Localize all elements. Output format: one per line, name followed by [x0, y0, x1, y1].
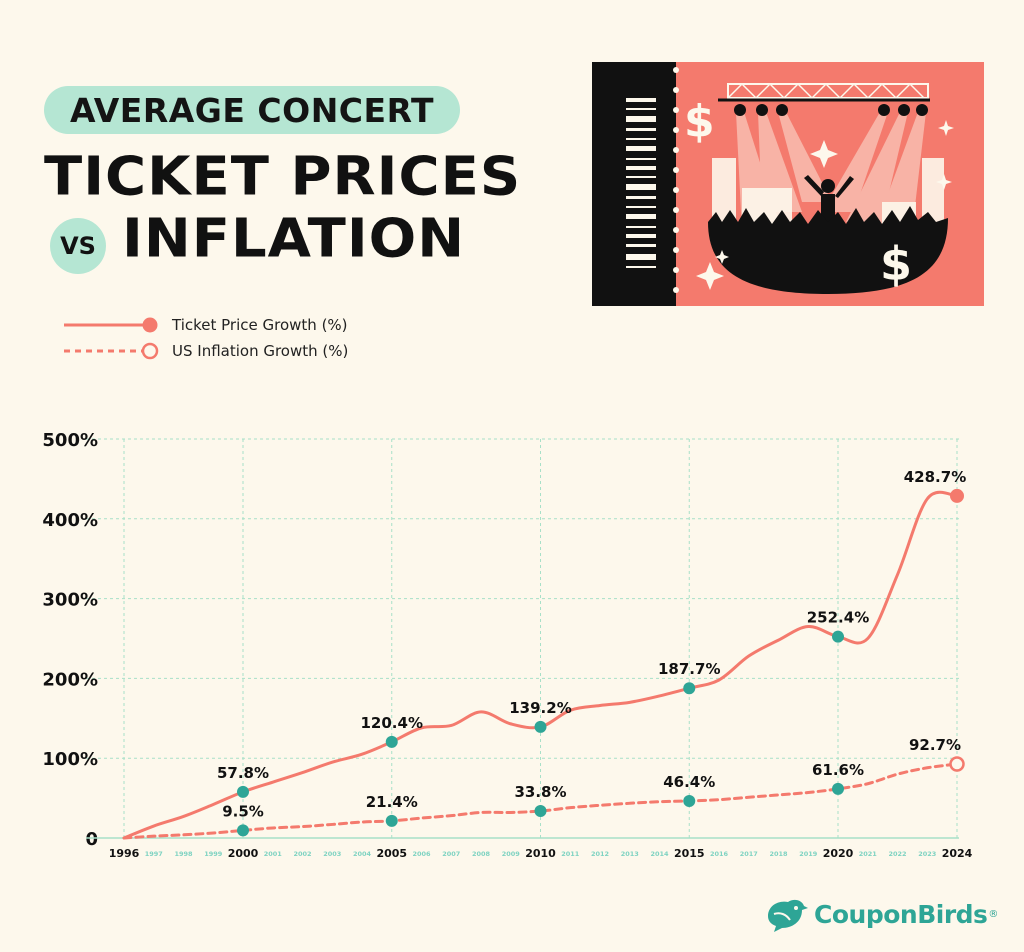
x-tick-label: 2001	[264, 850, 283, 858]
data-label: 33.8%	[514, 783, 566, 801]
legend-item-ticket: Ticket Price Growth (%)	[64, 312, 348, 338]
y-tick-label: 500%	[42, 430, 98, 451]
x-tick-label: 2020	[823, 847, 854, 860]
y-tick-label: 200%	[42, 669, 98, 690]
legend-label-ticket: Ticket Price Growth (%)	[172, 316, 348, 334]
vs-text: VS	[60, 232, 96, 260]
x-tick-label: 2000	[228, 847, 259, 860]
data-label: 21.4%	[366, 793, 418, 811]
brand-registered-mark: ®	[988, 908, 999, 920]
title-line-1: TICKET PRICES	[44, 146, 522, 208]
data-label: 187.7%	[658, 660, 720, 678]
data-label: 57.8%	[217, 764, 269, 782]
data-point	[534, 805, 547, 818]
data-point	[534, 720, 547, 733]
x-tick-label: 2023	[918, 850, 936, 858]
crowd-icon	[708, 206, 948, 294]
legend-solid-line-icon	[64, 317, 158, 333]
data-label: 92.7%	[909, 736, 961, 754]
x-tick-label: 2008	[472, 850, 491, 858]
x-tick-label: 1997	[145, 850, 163, 858]
data-point	[385, 735, 398, 748]
dollar-icon-bottom: $	[880, 237, 912, 291]
x-tick-label: 2022	[888, 850, 906, 858]
x-tick-label: 2015	[674, 847, 705, 860]
sparkle-icon	[696, 120, 954, 290]
performer-icon	[804, 175, 854, 224]
x-tick-label: 2009	[502, 850, 521, 858]
x-tick-label: 1996	[109, 847, 140, 860]
vs-badge: VS	[50, 218, 106, 274]
y-tick-label: 300%	[42, 590, 98, 611]
x-tick-label: 2003	[323, 850, 341, 858]
legend: Ticket Price Growth (%) US Inflation Gro…	[64, 312, 348, 364]
data-label: 428.7%	[904, 468, 966, 486]
title-pill: AVERAGE CONCERT	[44, 86, 460, 134]
data-point	[385, 814, 398, 827]
title-pill-text: AVERAGE CONCERT	[69, 90, 435, 130]
x-tick-label: 2006	[412, 850, 431, 858]
x-tick-label: 2002	[293, 850, 311, 858]
x-tick-label: 2007	[442, 850, 460, 858]
x-tick-label: 2011	[561, 850, 580, 858]
x-tick-label: 2004	[353, 850, 372, 858]
data-point-end	[949, 756, 965, 772]
barcode-icon	[626, 98, 656, 268]
data-label: 61.6%	[812, 761, 864, 779]
legend-dashed-line-icon	[64, 342, 159, 360]
x-tick-label: 2021	[859, 850, 878, 858]
data-point	[832, 630, 844, 643]
x-tick-label: 2014	[650, 850, 669, 858]
data-point	[237, 824, 249, 837]
x-tick-label: 1998	[174, 850, 193, 858]
bird-logo-icon	[768, 899, 808, 932]
data-label: 46.4%	[663, 773, 715, 791]
data-point	[683, 682, 696, 695]
data-point	[832, 782, 844, 795]
y-tick-label: 100%	[42, 749, 98, 770]
lighting-truss-icon	[718, 82, 930, 102]
brand-logo: CouponBirds ®	[764, 894, 998, 934]
x-tick-label: 2017	[740, 850, 758, 858]
x-tick-label: 2024	[942, 847, 973, 860]
data-point	[683, 794, 696, 807]
series-line-inflation	[122, 762, 959, 840]
brand-name: CouponBirds	[814, 899, 988, 929]
data-label: 139.2%	[509, 699, 571, 717]
spotlights-icon	[734, 104, 928, 116]
legend-label-inflation: US Inflation Growth (%)	[172, 342, 349, 360]
data-point	[237, 785, 249, 798]
x-tick-label: 2005	[376, 847, 407, 860]
data-point-end	[950, 488, 964, 503]
data-label: 120.4%	[361, 714, 423, 732]
y-tick-label: 400%	[42, 510, 98, 531]
concert-ticket-illustration: $ $	[592, 62, 984, 306]
dollar-icon-top: $	[684, 96, 715, 147]
x-tick-label: 2016	[710, 850, 729, 858]
x-tick-label: 2019	[799, 850, 818, 858]
x-tick-label: 1999	[204, 850, 223, 858]
title-line-2: INFLATION	[122, 208, 466, 270]
ticket-perforation-icon	[673, 67, 679, 293]
y-tick-label: 0	[85, 829, 98, 850]
x-tick-label: 2012	[591, 850, 609, 858]
legend-item-inflation: US Inflation Growth (%)	[64, 338, 348, 364]
x-tick-label: 2010	[525, 847, 556, 860]
data-label: 9.5%	[222, 802, 264, 820]
data-label: 252.4%	[807, 609, 869, 627]
x-tick-label: 2018	[769, 850, 788, 858]
x-tick-label: 2013	[621, 850, 639, 858]
